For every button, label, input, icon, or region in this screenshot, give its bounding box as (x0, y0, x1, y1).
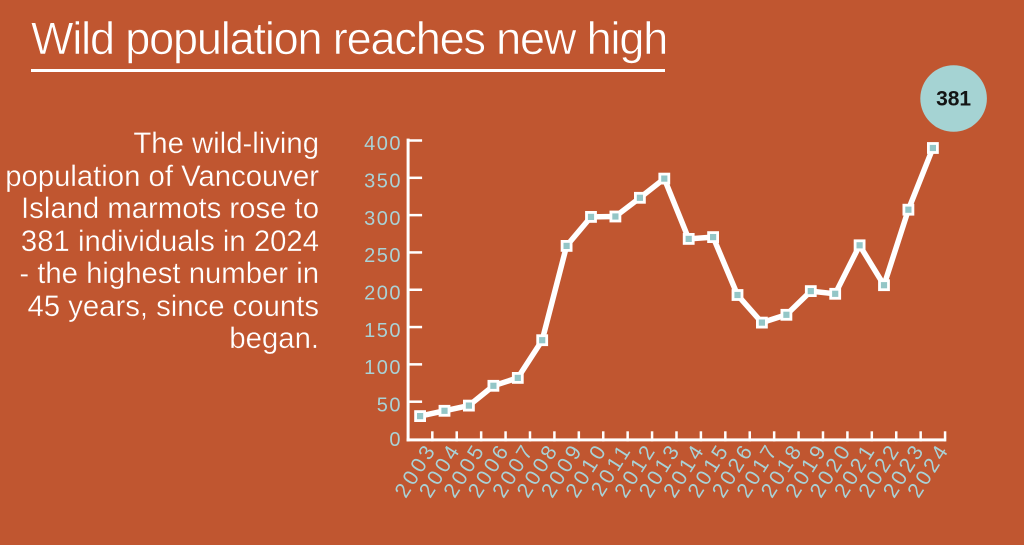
svg-text:200: 200 (364, 282, 402, 304)
svg-text:250: 250 (364, 245, 402, 267)
svg-text:0: 0 (389, 429, 402, 451)
svg-text:50: 50 (377, 394, 402, 416)
svg-text:150: 150 (364, 320, 402, 342)
svg-text:381: 381 (936, 88, 971, 111)
svg-text:400: 400 (364, 133, 402, 155)
svg-text:350: 350 (364, 171, 402, 193)
svg-text:300: 300 (364, 208, 402, 230)
svg-text:100: 100 (364, 357, 402, 379)
